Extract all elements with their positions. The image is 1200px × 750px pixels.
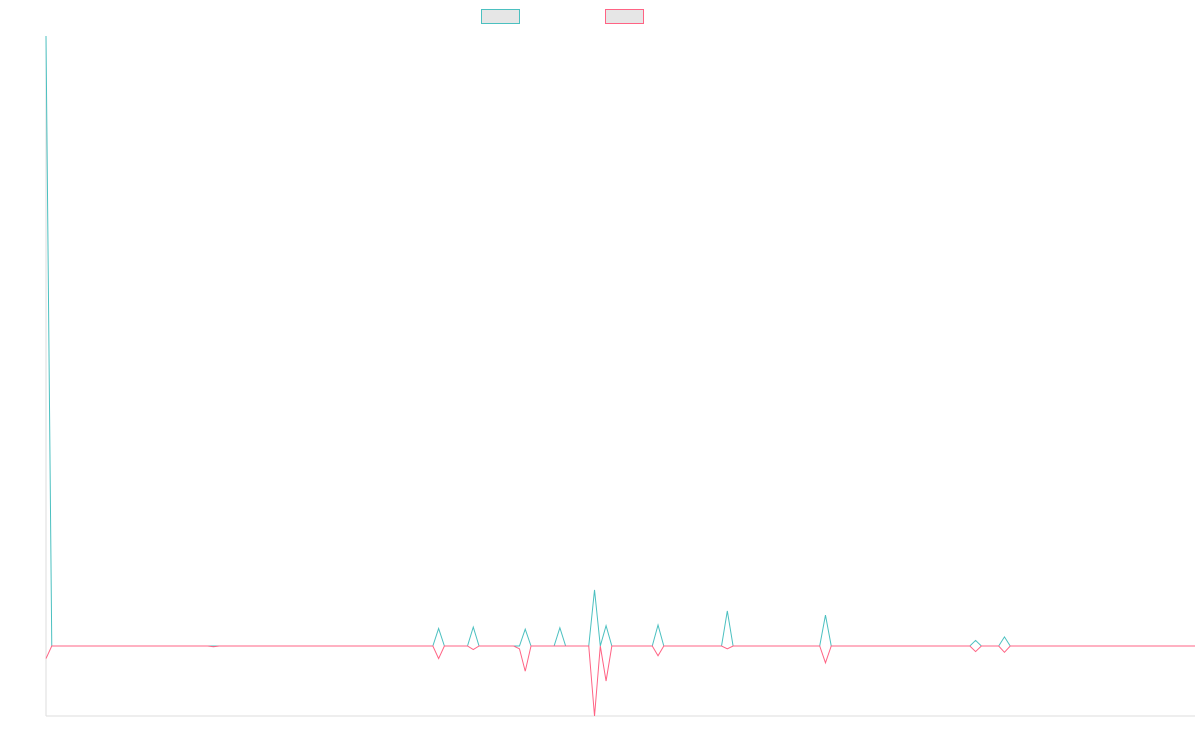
- series-line-2: [45, 645, 1195, 717]
- legend-swatch-series-2[interactable]: [605, 9, 644, 24]
- series-line-1: [45, 35, 1195, 647]
- legend-swatch-series-1[interactable]: [481, 9, 520, 24]
